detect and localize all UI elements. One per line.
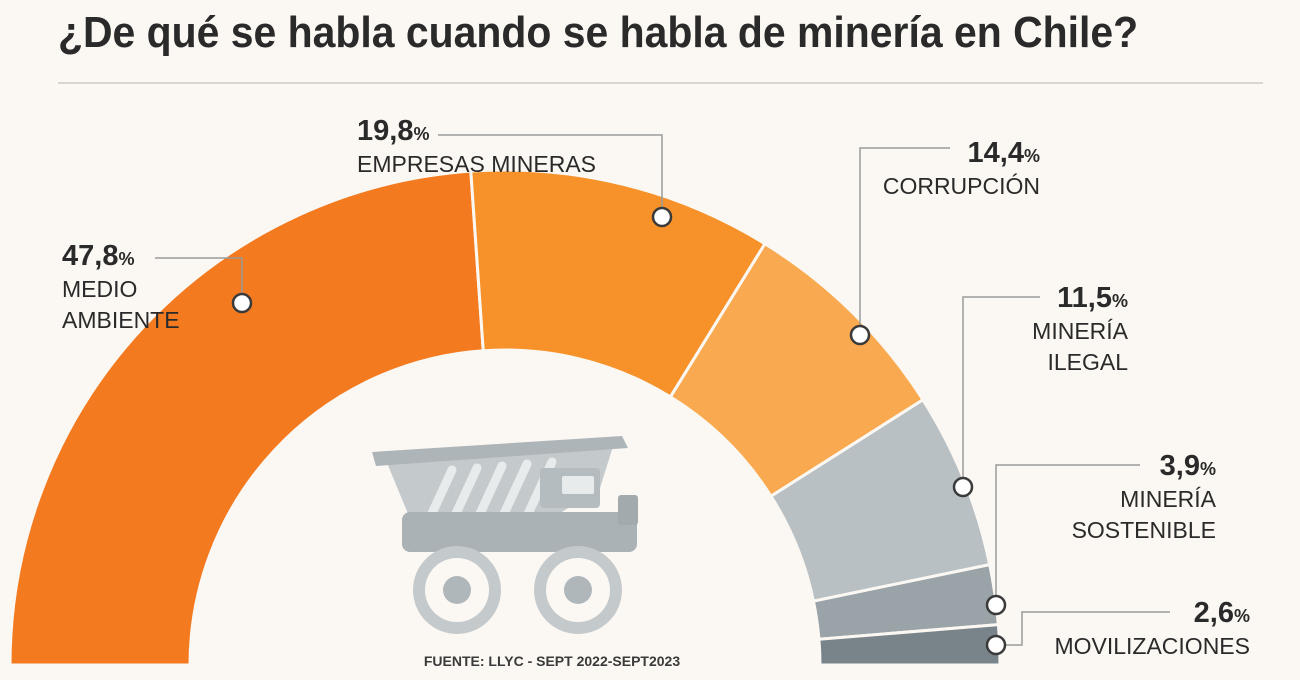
callout-line-2 (859, 147, 950, 335)
category-label-4-0: MINERÍA (1120, 486, 1217, 512)
callout-line-0 (155, 257, 243, 303)
category-label-1-0: EMPRESAS MINERAS (357, 151, 596, 177)
data-label-5: 2,6% (1194, 597, 1250, 629)
callout-dot-2 (849, 324, 871, 346)
data-label-2: 14,4% (968, 137, 1040, 169)
data-label-0: 47,8% (62, 240, 134, 272)
category-label-0-1: AMBIENTE (62, 307, 180, 333)
chart-title: ¿De qué se habla cuando se habla de mine… (58, 8, 1139, 57)
chart-callouts: 47,8% MEDIO AMBIENTE 19,8% EMPRESAS MINERAS 1… (62, 115, 1250, 659)
callout-dot-5 (985, 634, 1007, 656)
data-label-4: 3,9% (1160, 450, 1216, 482)
category-label-3-1: ILEGAL (1047, 349, 1128, 375)
category-label-3-0: MINERÍA (1032, 318, 1129, 344)
category-label-4-1: SOSTENIBLE (1072, 517, 1216, 543)
callout-line-5 (996, 611, 1170, 646)
chart-segments (8, 168, 1002, 667)
callout-dot-0 (231, 292, 253, 314)
callout-line-4 (995, 464, 1140, 605)
callout-dot-1 (651, 206, 673, 228)
category-label-2-0: CORRUPCIÓN (883, 173, 1040, 199)
callout-line-3 (962, 296, 1040, 487)
mining-truck-icon (372, 436, 638, 634)
title-divider (58, 82, 1263, 84)
source-note: FUENTE: LLYC - SEPT 2022-SEPT2023 (424, 653, 680, 669)
data-label-3: 11,5% (1057, 282, 1128, 314)
segment-0 (8, 169, 485, 667)
callout-line-1 (438, 134, 663, 217)
data-label-1: 19,8% (357, 115, 429, 147)
category-label-0-0: MEDIO (62, 276, 137, 302)
callout-dot-4 (985, 594, 1007, 616)
callout-dot-3 (952, 476, 974, 498)
category-label-5-0: MOVILIZACIONES (1054, 633, 1250, 659)
